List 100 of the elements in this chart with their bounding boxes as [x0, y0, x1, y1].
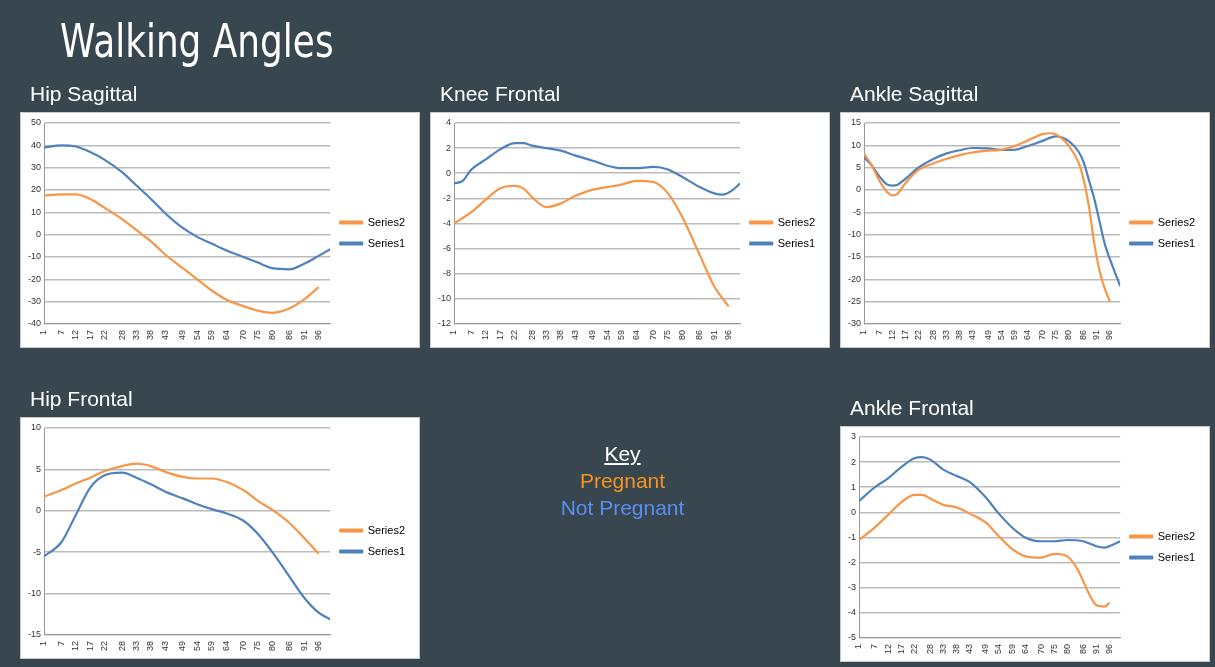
- x-tick-label: 49: [177, 329, 188, 340]
- line-series: [44, 471, 331, 621]
- x-tick-label: 54: [191, 329, 202, 340]
- x-tick-label: 59: [1008, 329, 1019, 340]
- y-tick-label: 0: [850, 506, 856, 517]
- x-tick-label: 86: [284, 329, 295, 340]
- y-tick-label: 2: [445, 142, 452, 153]
- x-tick-label: 7: [869, 643, 880, 649]
- y-tick-label: 30: [30, 162, 42, 173]
- x-tick-label: 33: [941, 329, 952, 340]
- x-tick-label: 43: [159, 329, 170, 340]
- x-tick-label: 49: [587, 329, 598, 340]
- x-tick-label: 49: [177, 640, 188, 651]
- x-tick-label: 7: [465, 329, 476, 335]
- y-tick-label: -15: [847, 251, 862, 262]
- legend-label: Not Pregnant: [559, 495, 686, 521]
- x-tick-label: 64: [1021, 329, 1032, 340]
- y-tick-label: 0: [35, 505, 42, 516]
- x-tick-label: 86: [1078, 329, 1089, 340]
- y-tick-label: 10: [30, 206, 42, 217]
- x-tick-label: 33: [937, 643, 948, 654]
- line-series: [454, 179, 730, 308]
- x-tick-label: 43: [964, 643, 975, 654]
- x-tick-label: 54: [993, 643, 1004, 654]
- x-tick-label: 22: [99, 640, 110, 651]
- y-tick-label: -2: [442, 192, 452, 203]
- x-tick-label: 17: [84, 640, 95, 651]
- chart-title: Hip Sagittal: [30, 82, 139, 106]
- y-tick-label: -10: [437, 293, 452, 304]
- x-tick-label: 17: [84, 329, 95, 340]
- x-tick-label: 54: [601, 329, 612, 340]
- x-tick-label: 28: [116, 329, 127, 340]
- legend-label: Series1: [367, 544, 405, 557]
- y-tick-label: -2: [847, 557, 856, 568]
- y-tick-label: -8: [442, 268, 452, 279]
- legend-label: Series1: [1157, 550, 1195, 563]
- x-tick-label: 54: [995, 329, 1006, 340]
- x-tick-label: 17: [494, 329, 505, 340]
- x-tick-label: 86: [694, 329, 705, 340]
- x-tick-label: 43: [159, 640, 170, 651]
- y-tick-label: 0: [35, 229, 42, 240]
- x-tick-label: 12: [70, 640, 81, 651]
- chart-title: Ankle Sagittal: [850, 82, 980, 106]
- x-tick-label: 38: [145, 329, 156, 340]
- x-tick-label: 96: [723, 329, 734, 340]
- legend-label: Series2: [1157, 529, 1195, 542]
- x-tick-label: 96: [313, 329, 324, 340]
- y-tick-label: -40: [27, 318, 42, 329]
- line-series: [44, 144, 331, 271]
- y-tick-label: -15: [27, 629, 42, 640]
- line-series: [859, 493, 1111, 608]
- x-tick-label: 80: [266, 329, 277, 340]
- x-tick-label: 49: [982, 329, 993, 340]
- x-tick-label: 91: [1091, 329, 1102, 340]
- chart-title: Ankle Frontal: [850, 396, 975, 420]
- x-tick-label: 75: [1049, 329, 1060, 340]
- y-tick-label: -1: [847, 531, 856, 542]
- x-tick-label: 91: [708, 329, 719, 340]
- x-tick-label: 12: [882, 643, 893, 654]
- line-series: [859, 456, 1121, 549]
- x-tick-label: 75: [662, 329, 673, 340]
- y-tick-label: 5: [35, 463, 42, 474]
- y-tick-label: -5: [32, 546, 42, 557]
- y-tick-label: -20: [27, 273, 42, 284]
- x-tick-label: 7: [55, 640, 66, 646]
- x-tick-label: 59: [206, 640, 217, 651]
- y-tick-label: 3: [850, 431, 856, 442]
- x-tick-label: 80: [676, 329, 687, 340]
- x-tick-label: 59: [616, 329, 627, 340]
- y-tick-label: 4: [445, 117, 452, 128]
- y-tick-label: -30: [847, 318, 862, 329]
- x-tick-label: 86: [284, 640, 295, 651]
- x-tick-label: 12: [886, 329, 897, 340]
- y-tick-label: -3: [847, 582, 856, 593]
- x-tick-label: 96: [1104, 643, 1115, 654]
- y-tick-label: 40: [30, 139, 42, 150]
- y-tick-label: 50: [30, 117, 42, 128]
- x-tick-label: 70: [1037, 329, 1048, 340]
- text: Key: [603, 441, 642, 467]
- y-tick-label: 15: [850, 117, 862, 128]
- x-tick-label: 33: [541, 329, 551, 340]
- y-tick-label: -5: [847, 632, 856, 643]
- x-tick-label: 64: [220, 640, 231, 651]
- x-tick-label: 12: [70, 329, 81, 340]
- y-tick-label: -12: [437, 318, 452, 329]
- y-tick-label: 0: [855, 184, 862, 195]
- x-tick-label: 38: [954, 329, 965, 340]
- x-tick-label: 17: [899, 329, 910, 340]
- x-tick-label: 54: [191, 640, 202, 651]
- x-tick-label: 70: [237, 640, 248, 651]
- x-tick-label: 28: [924, 643, 935, 654]
- x-tick-label: 38: [555, 329, 566, 340]
- x-tick-label: 86: [1077, 643, 1088, 654]
- x-tick-label: 59: [1006, 643, 1017, 654]
- y-tick-label: 2: [850, 456, 856, 467]
- y-tick-label: -25: [847, 296, 862, 307]
- x-tick-label: 80: [266, 640, 277, 651]
- y-tick-label: -20: [847, 273, 862, 284]
- legend-label: Series1: [367, 236, 405, 249]
- x-tick-label: 59: [206, 329, 217, 340]
